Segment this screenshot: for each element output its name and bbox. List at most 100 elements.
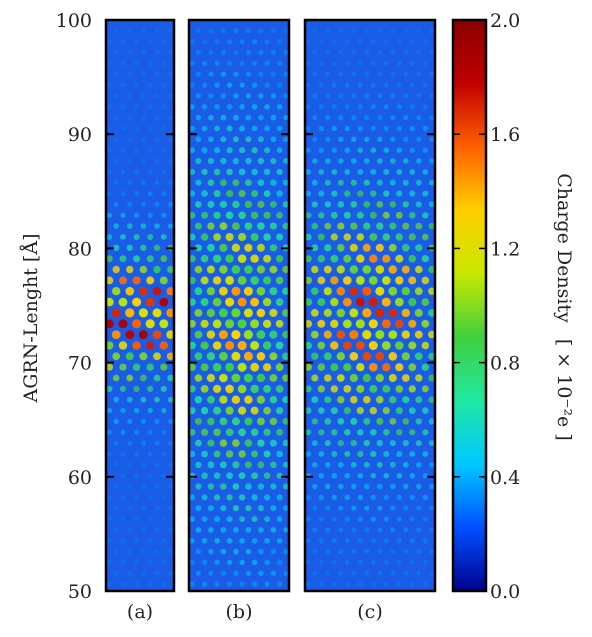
density-blob xyxy=(256,373,266,383)
density-blob xyxy=(168,158,174,164)
density-blob xyxy=(161,560,167,565)
density-blob xyxy=(226,494,233,501)
density-blob xyxy=(370,168,377,175)
density-blob xyxy=(349,243,358,252)
density-blob xyxy=(264,39,270,45)
density-blob xyxy=(356,407,364,415)
density-blob xyxy=(226,82,233,88)
density-blob xyxy=(120,126,126,131)
density-blob xyxy=(269,244,278,252)
density-blob xyxy=(154,418,160,424)
density-blob xyxy=(416,462,422,468)
density-blob xyxy=(194,244,202,252)
density-blob xyxy=(429,179,435,186)
density-blob xyxy=(225,254,234,263)
density-blob xyxy=(194,287,203,296)
density-blob xyxy=(107,39,112,45)
density-blob xyxy=(390,505,396,511)
density-blob xyxy=(395,385,404,393)
density-blob xyxy=(344,494,350,501)
density-blob xyxy=(141,50,146,55)
density-blob xyxy=(231,308,241,318)
colorbar: 0.0 0.4 0.8 1.2 1.6 2.0 xyxy=(451,10,520,603)
density-blob xyxy=(401,265,410,274)
density-blob xyxy=(127,484,133,489)
density-blob xyxy=(146,363,154,371)
density-blob xyxy=(161,169,167,175)
density-blob xyxy=(161,104,167,110)
density-blob xyxy=(154,93,160,99)
density-blob xyxy=(276,472,283,479)
density-blob xyxy=(239,39,245,45)
density-blob xyxy=(189,559,195,566)
density-blob xyxy=(269,374,278,382)
density-blob xyxy=(363,179,370,186)
density-blob xyxy=(390,483,396,490)
density-blob xyxy=(194,330,203,339)
density-blob xyxy=(311,374,319,382)
density-blob xyxy=(106,385,113,392)
density-blob xyxy=(152,286,162,296)
density-blob xyxy=(377,28,383,34)
density-blob xyxy=(311,244,319,252)
density-blob xyxy=(311,352,319,360)
density-blob xyxy=(408,363,417,372)
density-blob xyxy=(168,418,174,424)
density-blob xyxy=(245,157,252,165)
density-blob xyxy=(213,190,221,198)
density-blob xyxy=(161,61,167,66)
density-blob xyxy=(376,395,384,404)
density-blob xyxy=(383,429,390,436)
density-blob xyxy=(269,308,278,317)
density-blob xyxy=(201,125,208,132)
density-blob xyxy=(140,244,147,251)
density-blob xyxy=(201,211,209,219)
density-blob xyxy=(375,373,384,383)
density-blob xyxy=(342,319,352,329)
density-blob xyxy=(168,484,174,489)
density-blob xyxy=(428,418,435,425)
panel-b: (b) xyxy=(187,18,291,623)
density-blob xyxy=(312,505,318,511)
density-blob xyxy=(141,549,146,554)
density-blob xyxy=(414,308,423,317)
density-blob xyxy=(276,538,283,544)
density-blob xyxy=(325,483,331,490)
density-blob xyxy=(147,126,153,131)
density-blob xyxy=(409,538,415,544)
density-blob xyxy=(312,136,318,142)
density-blob xyxy=(113,549,119,554)
density-blob xyxy=(376,179,383,186)
density-blob xyxy=(270,461,277,469)
density-blob xyxy=(168,570,174,576)
density-blob xyxy=(200,298,209,307)
density-blob xyxy=(356,363,365,372)
density-blob xyxy=(428,440,435,446)
density-blob xyxy=(257,200,265,208)
density-blob xyxy=(310,330,319,339)
density-blob xyxy=(390,158,396,164)
density-blob xyxy=(357,147,364,153)
density-blob xyxy=(120,538,126,544)
density-blob xyxy=(113,570,119,576)
density-blob xyxy=(349,286,359,296)
density-blob xyxy=(200,341,209,350)
density-blob xyxy=(330,276,339,285)
density-blob xyxy=(416,136,422,142)
density-blob xyxy=(356,233,365,241)
density-blob xyxy=(381,297,391,307)
density-blob xyxy=(270,50,276,55)
density-blob xyxy=(368,276,378,285)
density-blob xyxy=(338,28,344,34)
colorbar-label: Charge Density xyxy=(553,173,575,323)
density-blob xyxy=(422,538,428,544)
density-blob xyxy=(166,330,174,339)
density-blob xyxy=(245,136,252,143)
density-blob xyxy=(337,179,344,186)
density-blob xyxy=(409,61,415,66)
density-blob xyxy=(276,428,284,436)
density-blob xyxy=(226,472,234,480)
density-blob xyxy=(403,50,409,55)
density-blob xyxy=(421,363,429,371)
density-blob xyxy=(318,169,325,175)
